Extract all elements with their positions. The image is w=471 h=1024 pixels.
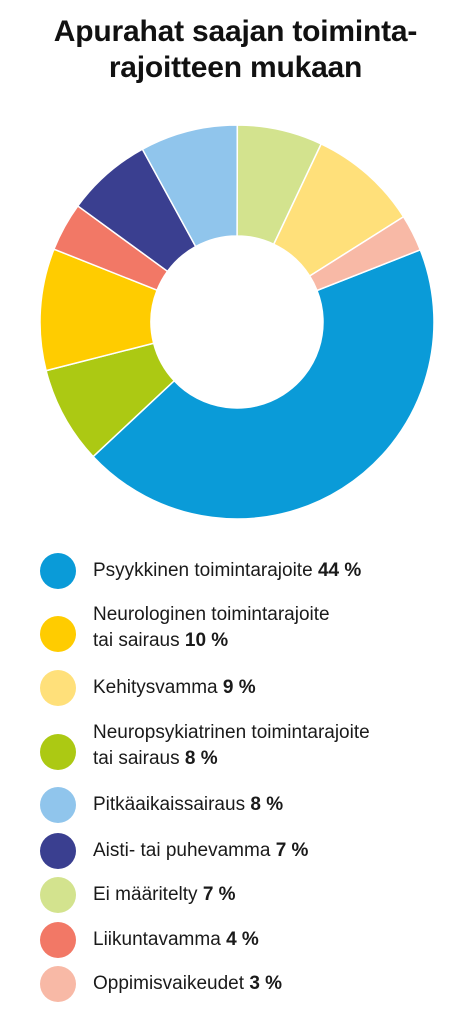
legend-label-text: tai sairaus [93,630,180,651]
donut-slice-oppimisvaikeudet [308,215,422,292]
legend-swatch [40,922,76,958]
legend-label: Neurologinen toimintarajoite tai sairaus … [93,602,330,654]
legend-swatch [40,553,76,589]
legend-label-text: tai sairaus [93,748,180,769]
chart-title-line-2: rajoitteen mukaan [108,51,363,84]
legend-item: Neuropsykiatrinen toimintarajoite tai sai… [40,722,460,770]
legend-label-text: Liikuntavamma [93,929,221,950]
legend-label: Psyykkinen toimintarajoite 44 % [93,558,361,584]
legend-value: 7 % [275,840,309,861]
legend-swatch [40,670,76,706]
legend-swatch [40,877,76,913]
legend-item: Neurologinen toimintarajoite tai sairaus … [40,604,460,652]
legend-label: Aisti- tai puhevamma 7 % [93,838,308,864]
legend-item: Ei määritelty 7 % [40,877,460,917]
legend-label: Kehitysvamma 9 % [93,675,256,701]
donut-chart [39,124,435,520]
legend-value: 3 % [249,973,283,994]
legend-value: 44 % [317,560,362,581]
legend-label: Neuropsykiatrinen toimintarajoite tai sai… [93,720,370,772]
legend-label: Ei määritelty 7 % [93,882,236,908]
legend-swatch [40,966,76,1002]
legend-label-text: Oppimisvaikeudet [93,973,245,994]
legend-swatch [40,833,76,869]
legend-label: Liikuntavamma 4 % [93,927,259,953]
legend-label: Pitkäaikaissairaus 8 % [93,792,283,818]
legend-label-text: Psyykkinen toimintarajoite [93,560,313,581]
legend-value: 4 % [226,929,259,950]
legend-label-text: Neurologinen toimintarajoite [93,604,330,625]
legend-item: Kehitysvamma 9 % [40,670,460,710]
legend-swatch [40,734,76,770]
chart-title-line-1: Apurahat saajan toiminta- [53,15,418,48]
legend-label-text: Aisti- tai puhevamma [93,840,271,861]
legend-label-text: Kehitysvamma [93,677,218,698]
legend-label-text: Ei määritelty [93,884,198,905]
legend-item: Psyykkinen toimintarajoite 44 % [40,553,460,593]
chart-title: Apurahat saajan toiminta- rajoitteen muk… [0,14,471,86]
legend-swatch [40,787,76,823]
legend-swatch [40,616,76,652]
legend-label-text: Pitkäaikaissairaus [93,794,246,815]
legend-item: Oppimisvaikeudet 3 % [40,966,460,1006]
legend-item: Pitkäaikaissairaus 8 % [40,787,460,827]
legend-item: Liikuntavamma 4 % [40,922,460,962]
legend-item: Aisti- tai puhevamma 7 % [40,833,460,873]
legend-label: Oppimisvaikeudet 3 % [93,971,282,997]
legend-value: 9 % [222,677,256,698]
legend-value: 7 % [202,884,236,905]
legend-value: 10 % [184,630,229,651]
donut-slice-psyykkinen-toimintarajoite [92,248,435,520]
legend-label-text: Neuropsykiatrinen toimintarajoite [93,722,370,743]
legend-value: 8 % [184,748,218,769]
legend-value: 8 % [250,794,284,815]
